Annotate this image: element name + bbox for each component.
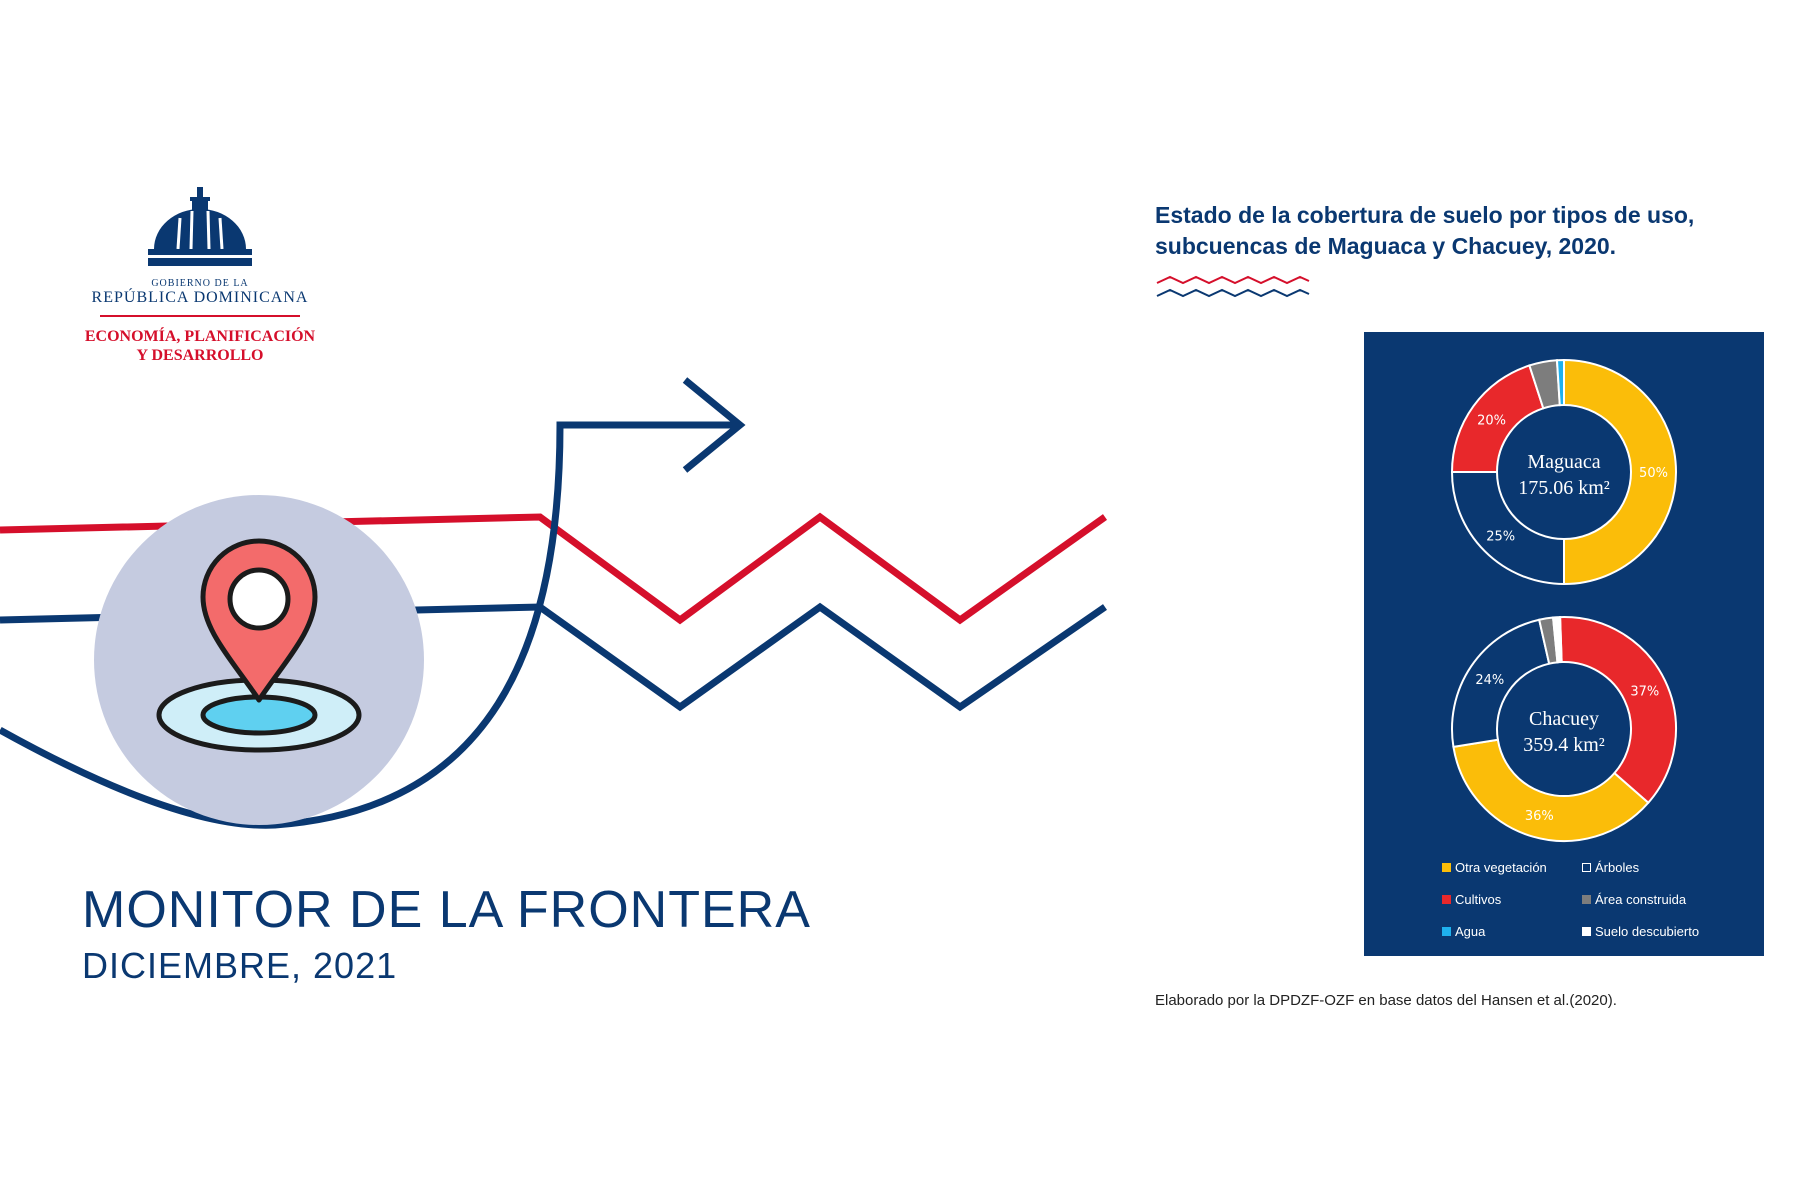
- legend-label: Suelo descubierto: [1595, 924, 1700, 939]
- map-pin-icon: [156, 538, 362, 753]
- legend-item: Árboles: [1582, 860, 1639, 875]
- legend-swatch: [1582, 863, 1591, 872]
- figure-title: Estado de la cobertura de suelo por tipo…: [1155, 202, 1695, 259]
- red-zigzag-line: [0, 512, 1108, 625]
- donut-center-label: Maguaca: [1527, 451, 1600, 473]
- government-line-1: GOBIERNO DE LA: [151, 278, 249, 289]
- donut-data-label: 25%: [1486, 529, 1515, 544]
- donut-slice-1-0: [1559, 616, 1677, 805]
- legend-label: Área construida: [1595, 892, 1687, 907]
- legend-item: Cultivos: [1442, 892, 1501, 907]
- page-date: DICIEMBRE, 2021: [82, 945, 398, 986]
- source-note: Elaborado por la DPDZF-OZF en base datos…: [1155, 992, 1617, 1009]
- dome-logo-icon: [148, 187, 252, 266]
- donut-slice-0-0: [1563, 358, 1677, 586]
- chart-panel: 50% 25% 20% Maguaca 175.06 km² 37% 36% 24% Chacu…: [1364, 332, 1764, 956]
- legend-label: Otra vegetación: [1455, 860, 1547, 875]
- donut-center-value: 359.4 km²: [1523, 734, 1605, 756]
- curve-arrow-line: [0, 421, 740, 829]
- ministry-line-1: ECONOMÍA, PLANIFICACIÓN: [84, 328, 316, 345]
- legend-swatch: [1582, 927, 1591, 936]
- legend-item: Suelo descubierto: [1582, 924, 1699, 939]
- title-zigzag-icon: [1156, 275, 1310, 298]
- page-title: MONITOR DE LA FRONTERA: [82, 881, 811, 939]
- navy-zigzag-line: [0, 602, 1107, 712]
- legend-item: Agua: [1442, 924, 1485, 939]
- legend-item: Otra vegetación: [1442, 860, 1547, 875]
- ministry-line-2: Y DESARROLLO: [136, 347, 264, 364]
- donut-data-label: 37%: [1630, 685, 1659, 700]
- arrow-right-icon: [682, 377, 746, 473]
- government-line-2: REPÚBLICA DOMINICANA: [91, 289, 309, 306]
- donut-slice-1-1: [1452, 738, 1650, 842]
- legend-label: Cultivos: [1455, 892, 1502, 907]
- donut-center-label: Chacuey: [1529, 708, 1599, 730]
- donut-data-label: 20%: [1477, 413, 1506, 428]
- legend-item: Área construida: [1582, 892, 1686, 907]
- donut-data-label: 50%: [1639, 466, 1668, 481]
- donut-data-label: 24%: [1475, 673, 1504, 688]
- legend-label: Agua: [1455, 924, 1486, 939]
- donut-center-value: 175.06 km²: [1518, 477, 1610, 499]
- donut-slice-1-2: [1451, 618, 1551, 749]
- legend-label: Árboles: [1595, 860, 1640, 875]
- legend-swatch: [1442, 895, 1451, 904]
- government-logo: GOBIERNO DE LA REPÚBLICA DOMINICANA ECON…: [70, 185, 330, 365]
- logo-divider: [100, 315, 300, 317]
- donut-slice-0-4: [1555, 358, 1565, 407]
- legend-swatch: [1582, 895, 1591, 904]
- legend-swatch: [1442, 927, 1451, 936]
- donut-slice-1-5: [1551, 616, 1563, 664]
- donut-data-label: 36%: [1525, 809, 1554, 824]
- legend-swatch: [1442, 863, 1451, 872]
- donut-charts: 50% 25% 20% Maguaca 175.06 km² 37% 36% 24% Chacu…: [1450, 358, 1677, 842]
